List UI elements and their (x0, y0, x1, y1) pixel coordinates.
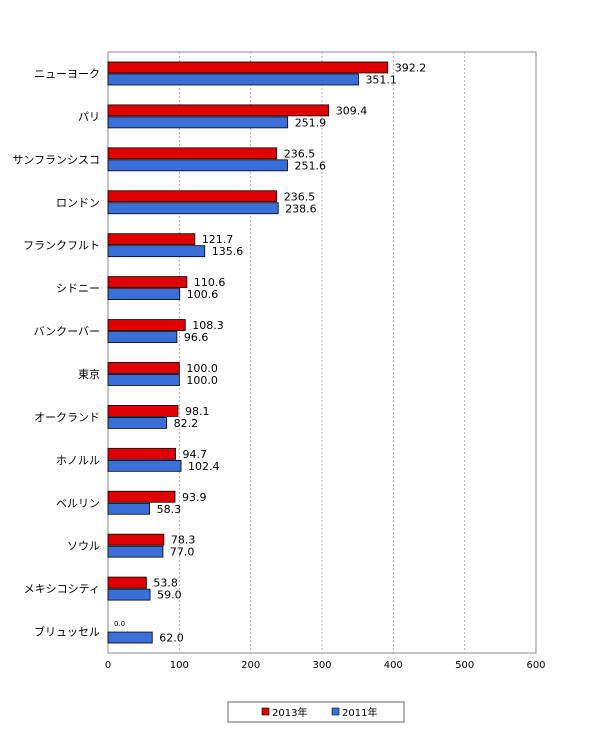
data-label: 0.0 (114, 620, 125, 628)
bar (107, 545, 164, 558)
x-tick-label: 0 (105, 660, 111, 671)
category-label: メキシコシティ (24, 583, 100, 596)
legend-swatch (331, 707, 340, 716)
bar (107, 233, 196, 246)
bar (107, 533, 165, 546)
bar (107, 73, 359, 86)
data-label: 100.0 (186, 362, 218, 375)
category-label: パリ (78, 110, 100, 123)
data-label: 100.0 (186, 374, 218, 387)
x-axis: 0 100 200 300 400 500 600 (105, 660, 546, 671)
legend: 2013年 2011年 (227, 701, 405, 723)
bar (107, 502, 150, 515)
bar (107, 61, 389, 74)
data-label: 251.6 (294, 159, 326, 172)
data-label: 236.5 (284, 190, 316, 203)
category-label: オークランド (34, 411, 100, 424)
gridlines (178, 52, 466, 653)
bar (107, 202, 279, 215)
data-label: 110.6 (194, 276, 226, 289)
data-label: 251.9 (295, 116, 327, 129)
x-tick-label: 600 (526, 660, 545, 671)
bar (107, 490, 176, 503)
category-label: ニューヨーク (34, 67, 100, 80)
bar (107, 116, 289, 129)
bar (107, 362, 180, 374)
category-label: バンクーバー (34, 325, 100, 338)
data-label: 94.7 (183, 448, 208, 461)
category-label: フランクフルト (23, 239, 100, 252)
data-label: 108.3 (192, 319, 224, 332)
data-label: 102.4 (188, 460, 220, 473)
data-label: 121.7 (202, 233, 234, 246)
category-label: ブリュッセル (34, 625, 100, 639)
data-label: 351.1 (365, 73, 397, 86)
bar (107, 416, 168, 429)
category-label: サンフランシスコ (12, 153, 100, 166)
data-label: 98.1 (185, 405, 210, 418)
bar (107, 288, 181, 301)
category-label: 東京 (78, 367, 100, 381)
data-label: 77.0 (170, 546, 195, 559)
data-label: 93.9 (182, 491, 207, 504)
data-label: 100.6 (187, 288, 219, 301)
bar (107, 319, 186, 331)
bar (107, 631, 153, 644)
bars (107, 61, 389, 644)
category-label: ロンドン (56, 196, 100, 209)
bar (107, 331, 178, 343)
bar (107, 374, 180, 386)
data-label: 82.2 (174, 417, 199, 430)
data-label: 96.6 (184, 331, 209, 344)
x-tick-label: 200 (241, 660, 260, 671)
data-label: 236.5 (284, 147, 316, 160)
data-label: 238.6 (285, 202, 317, 215)
bar (107, 147, 278, 160)
bar (107, 190, 278, 203)
bar (107, 576, 147, 589)
bar (107, 447, 176, 460)
bar (107, 404, 179, 417)
legend-box (227, 701, 405, 723)
category-label: ベルリン (56, 497, 100, 510)
data-label: 59.0 (157, 589, 182, 602)
legend-swatch (261, 707, 270, 716)
x-tick-label: 100 (170, 660, 189, 671)
x-tick-label: 400 (384, 660, 403, 671)
x-tick-label: 300 (312, 660, 331, 671)
category-label: ホノルル (56, 454, 100, 467)
category-label: ソウル (67, 540, 100, 553)
category-label: シドニー (56, 282, 100, 295)
data-label: 135.6 (212, 245, 244, 258)
data-label: 392.2 (395, 61, 427, 74)
data-label: 58.3 (157, 503, 182, 516)
bar (107, 459, 182, 472)
data-label: 62.0 (159, 632, 184, 645)
bar (107, 245, 206, 258)
legend-label: 2013年 (272, 706, 307, 719)
x-tick-label: 500 (455, 660, 474, 671)
bar (107, 588, 151, 601)
data-label: 78.3 (171, 534, 196, 547)
bar (107, 159, 288, 172)
legend-label: 2011年 (342, 706, 377, 719)
bar (107, 104, 330, 117)
data-label: 309.4 (336, 104, 368, 117)
bar (107, 276, 188, 289)
data-label: 53.8 (153, 577, 178, 590)
